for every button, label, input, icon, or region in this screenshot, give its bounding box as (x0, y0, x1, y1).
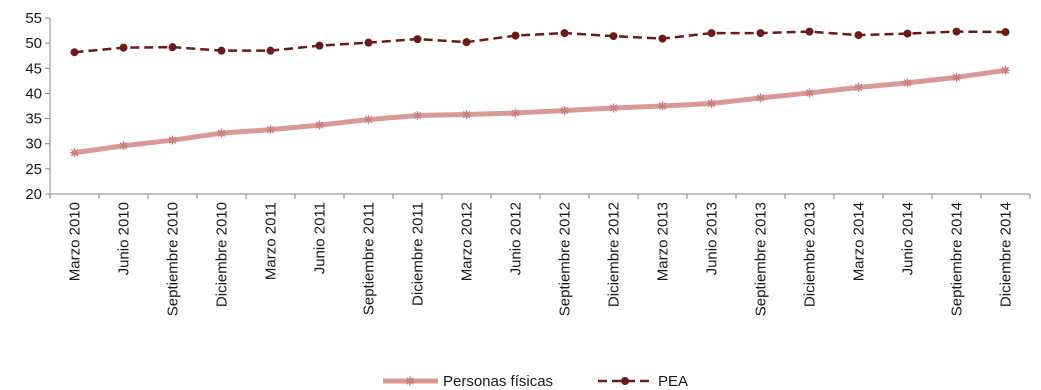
y-tick-label: 25 (25, 161, 42, 178)
legend-label: PEA (658, 373, 688, 390)
legend-item-pea: PEA (598, 373, 688, 390)
series-pea (70, 27, 1010, 57)
x-tick-label: Diciembre 2014 (998, 202, 1015, 307)
data-point (217, 46, 226, 55)
x-tick-label: Marzo 2012 (459, 202, 476, 281)
x-tick-label: Diciembre 2013 (802, 202, 819, 307)
data-point (413, 35, 422, 44)
data-point (707, 29, 716, 38)
x-tick-label: Septiembre 2013 (753, 202, 770, 316)
x-tick-label: Septiembre 2012 (557, 202, 574, 316)
data-point (364, 38, 373, 47)
data-point (364, 115, 373, 125)
legend-marker (621, 377, 629, 385)
data-point (952, 27, 961, 36)
x-tick-label: Junio 2014 (900, 202, 917, 275)
data-point (266, 125, 275, 135)
data-point (707, 98, 716, 108)
x-tick-label: Marzo 2011 (263, 202, 280, 280)
legend-item-personas-fisicas: Personas físicas (383, 373, 553, 390)
x-tick-label: Junio 2011 (312, 202, 329, 274)
data-point (1001, 28, 1010, 37)
x-tick-label: Diciembre 2011 (410, 202, 427, 306)
x-tick-label: Diciembre 2012 (606, 202, 623, 307)
y-tick-label: 35 (25, 111, 42, 128)
data-point (756, 93, 765, 103)
data-point (805, 27, 814, 36)
data-point (805, 88, 814, 98)
series-line (72, 67, 1008, 156)
data-point (315, 120, 324, 130)
data-point (119, 43, 128, 52)
data-point (756, 29, 765, 38)
series-layer (70, 27, 1010, 158)
x-tick-label: Septiembre 2010 (165, 202, 182, 316)
data-point (560, 106, 569, 116)
x-tick-label: Diciembre 2010 (214, 202, 231, 307)
data-point (462, 110, 471, 120)
data-point (560, 29, 569, 38)
data-point (511, 108, 520, 118)
data-point (70, 148, 79, 158)
data-point (413, 111, 422, 121)
x-tick-label: Junio 2013 (704, 202, 721, 275)
data-point (462, 38, 471, 47)
y-axis: 20 25 30 35 40 45 50 55 (25, 10, 51, 203)
data-point (405, 376, 415, 386)
legend: Personas físicas PEA (383, 373, 688, 390)
x-tick-label: Junio 2012 (508, 202, 525, 275)
x-tick-label: Junio 2010 (116, 202, 133, 275)
y-tick-label: 45 (25, 60, 42, 77)
x-tick-label: Septiembre 2014 (949, 202, 966, 316)
data-point (315, 41, 324, 50)
legend-label: Personas físicas (443, 373, 553, 390)
data-point (658, 34, 667, 43)
y-tick-label: 40 (25, 85, 42, 102)
data-point (70, 48, 79, 57)
data-point (266, 46, 275, 55)
data-point (511, 31, 520, 40)
x-tick-label: Marzo 2010 (67, 202, 84, 281)
data-point (119, 141, 128, 151)
data-point (903, 29, 912, 38)
data-point (1001, 65, 1010, 75)
y-tick-label: 50 (25, 35, 42, 52)
y-tick-label: 30 (25, 136, 42, 153)
data-point (168, 43, 177, 52)
series-line (74, 30, 1006, 54)
data-point (609, 32, 618, 41)
x-tick-label: Septiembre 2011 (361, 202, 378, 315)
data-point (658, 101, 667, 111)
x-tick-label: Marzo 2014 (851, 202, 868, 281)
x-axis: Marzo 2010 Junio 2010 Septiembre 2010 Dicie… (49, 193, 1031, 316)
series-personas-fisicas (70, 65, 1010, 158)
data-point (609, 103, 618, 113)
y-tick-label: 55 (25, 10, 42, 27)
data-point (854, 82, 863, 92)
y-tick-label: 20 (25, 186, 42, 203)
data-point (854, 31, 863, 40)
data-point (903, 78, 912, 88)
data-point (217, 128, 226, 138)
x-tick-label: Marzo 2013 (655, 202, 672, 281)
data-point (168, 135, 177, 145)
data-point (952, 72, 961, 82)
